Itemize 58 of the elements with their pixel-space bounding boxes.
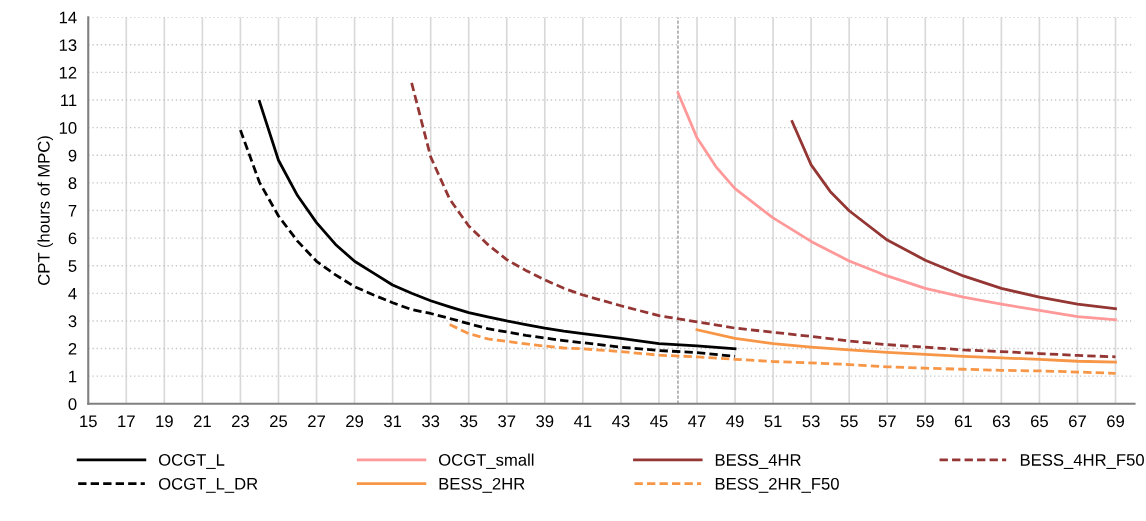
legend-label: BESS_2HR [439,477,525,493]
y-tick-label: 5 [68,260,77,272]
x-tick-label: 35 [460,415,478,428]
y-tick-label: 2 [68,342,77,355]
y-tick-label: 12 [59,66,77,79]
x-tick-label: 15 [80,415,97,428]
y-tick-label: 11 [61,94,77,107]
x-tick-label: 39 [536,415,554,428]
x-tick-label: 21 [193,415,211,427]
y-tick-label: 13 [59,39,77,52]
y-tick-label: 6 [68,232,77,245]
x-tick-label: 67 [1069,415,1086,428]
x-tick-label: 69 [1107,415,1124,428]
x-tick-label: 17 [118,415,135,427]
x-tick-label: 25 [270,415,288,428]
x-tick-label: 45 [650,415,668,428]
x-tick-label: 55 [840,415,858,428]
x-tick-label: 23 [232,415,249,428]
x-tick-label: 37 [498,415,516,428]
line-series [239,128,737,358]
x-tick-label: 33 [422,415,440,428]
y-tick-label: 14 [59,11,77,24]
x-tick-label: 51 [764,415,782,428]
y-tick-label: 3 [68,315,77,328]
x-tick-label: 57 [878,415,896,428]
x-tick-label: 27 [308,415,325,427]
x-tick-label: 31 [383,415,402,428]
x-tick-label: 47 [688,415,706,427]
line-series [790,120,1117,311]
line-series [410,81,1117,359]
legend-label: BESS_2HR_F50 [715,477,839,493]
legend-label: OCGT_small [438,453,534,469]
x-tick-label: 61 [954,415,972,428]
y-tick-label: 9 [68,149,77,162]
x-tick-label: 41 [573,415,592,427]
y-tick-label: 10 [59,122,77,134]
y-tick-label: 7 [68,205,77,217]
x-tick-label: 29 [346,415,364,428]
legend-label: BESS_4HR_F50 [1020,454,1144,469]
x-tick-label: 65 [1031,415,1048,428]
x-tick-label: 19 [156,415,173,428]
legend-label: OCGT_L [158,454,225,469]
legend-label: OCGT_L_DR [158,477,258,493]
x-tick-label: 59 [916,415,934,428]
y-tick-label: 4 [68,287,77,300]
x-tick-label: 53 [802,415,820,428]
x-tick-label: 43 [612,415,630,428]
y-axis-title: CPT (hours of MPC) [37,136,54,285]
x-tick-label: 63 [992,415,1010,428]
y-tick-label: 1 [69,370,77,383]
x-tick-label: 49 [726,415,744,428]
line-series [258,100,737,351]
y-tick-label: 0 [68,398,77,410]
line-series [695,328,1117,364]
line-series [448,323,1117,375]
y-tick-label: 8 [68,177,77,190]
legend-label: BESS_4HR [715,454,801,469]
line-series [676,91,1117,322]
